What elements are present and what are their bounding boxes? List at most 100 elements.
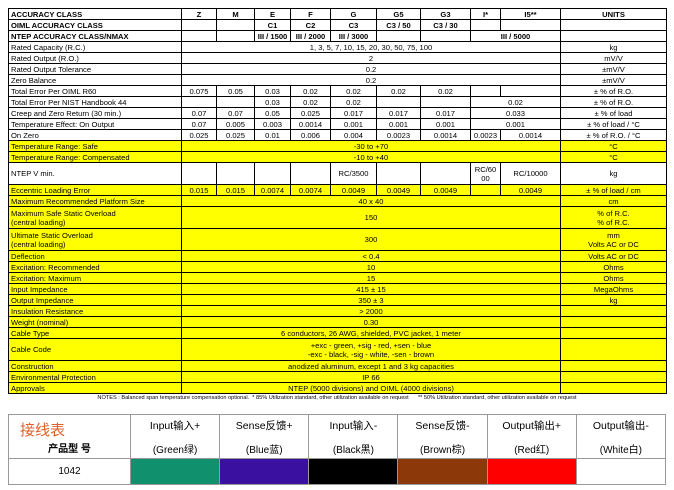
value-cell: 0.005 [216,118,255,130]
row-label: Output Impedance [8,294,182,306]
empty-cell [181,30,217,42]
value-cell: anodized aluminum, except 1 and 3 kg cap… [181,360,561,372]
unit-cell [560,382,667,394]
spec-row: Cable Code +exc - green, +sig - red, +sen… [8,338,667,361]
unit-cell [560,19,667,31]
empty-cell [500,19,561,31]
wire-swatch [486,458,577,485]
unit-cell [560,316,667,328]
value-cell: 0.02 [376,85,421,97]
value-cell: C3 [330,19,377,31]
wire-swatch [308,458,399,485]
value-cell: 0.001 [330,118,377,130]
value-cell: 0.05 [254,107,291,119]
value-cell: 0.0049 [420,184,471,196]
value-cell: 0.30 [181,316,561,328]
spec-row: Total Error Per OIML R60 0.075 0.05 0.03 0.0… [8,85,667,97]
row-label: Weight (nominal) [8,316,182,328]
spec-row: Construction anodized aluminum, except 1 … [8,360,667,372]
spec-body: ACCURACY CLASS Z M E F G G5 G3 I* I5** UNITS OIML A… [8,8,667,394]
value-cell: 1, 3, 5, 7, 10, 15, 20, 30, 50, 75, 100 [181,41,561,53]
value-cell: G [330,8,377,20]
spec-row: Rated Output (R.O.) 2 mV/V [8,52,667,64]
spec-row: Temperature Range: Compensated -10 to +40… [8,151,667,163]
value-cell: RC/10000 [500,162,561,185]
unit-cell: Ohms [560,272,667,284]
empty-cell [181,96,217,108]
empty-cell [290,162,331,185]
row-label: On Zero [8,129,182,141]
row-label: Maximum Recommended Platform Size [8,195,182,207]
unit-cell: ±mV/V [560,63,667,75]
value-cell: 6 conductors, 26 AWG, shielded, PVC jack… [181,327,561,339]
spec-row: ACCURACY CLASS Z M E F G G5 G3 I* I5** UNITS [8,8,667,20]
spec-row: Weight (nominal) 0.30 [8,316,667,328]
value-cell: G3 [420,8,471,20]
unit-cell: kg [560,162,667,185]
value-cell: > 2000 [181,305,561,317]
empty-cell [254,162,291,185]
model-label: 产品型 号 [48,443,91,455]
spec-row: Zero Balance 0.2 ±mV/V [8,74,667,86]
row-label: Rated Output (R.O.) [8,52,182,64]
value-cell: 0.025 [216,129,255,141]
unit-cell: ± % of R.O. [560,85,667,97]
unit-cell [560,305,667,317]
wire-header: Input输入+ (Green绿) [129,414,221,459]
row-label: Maximum Safe Static Overload (central lo… [8,206,182,229]
value-cell: 300 [181,228,561,251]
value-cell: 0.0049 [500,184,561,196]
value-cell: 0.025 [290,107,331,119]
spec-row: Creep and Zero Return (30 min.) 0.07 0.07 0… [8,107,667,119]
unit-cell: Ohms [560,261,667,273]
empty-cell [470,19,501,31]
row-label: NTEP ACCURACY CLASS/NMAX [8,30,182,42]
unit-cell [560,371,667,383]
unit-cell: mV/V [560,52,667,64]
unit-cell: ± % of load [560,107,667,119]
row-label: Input Impedance [8,283,182,295]
value-cell: 0.0049 [330,184,377,196]
value-cell: NTEP (5000 divisions) and OIML (4000 div… [181,382,561,394]
spec-row: Environmental Protection IP 66 [8,371,667,383]
value-cell: 0.02 [290,96,331,108]
wire-swatch [397,458,488,485]
row-label: Rated Output Tolerance [8,63,182,75]
wiring-body: 接线表 产品型 号 Input输入+ (Green绿) Sense反馈+ (Blue蓝) I… [8,414,667,485]
row-label: Cable Type [8,327,182,339]
value-cell: 0.0014 [500,129,561,141]
spec-row: Eccentric Loading Error 0.015 0.015 0.0074 0… [8,184,667,196]
empty-cell [376,96,421,108]
notes: NOTES : Balanced span temperature compen… [97,395,577,401]
unit-cell: ± % of R.O. / °C [560,129,667,141]
wire-swatch [575,458,667,485]
unit-cell: mm Volts AC or DC [560,228,667,251]
wire-color-name: (Blue蓝) [245,444,283,456]
row-label: Deflection [8,250,182,262]
value-cell: 0.01 [254,129,291,141]
wire-color-name: (White白) [599,444,642,456]
value-cell: 0.015 [216,184,255,196]
unit-cell: kg [560,294,667,306]
unit-cell: °C [560,140,667,152]
empty-cell [420,162,471,185]
wire-header: Input输入- (Black黑) [308,414,399,459]
value-cell: RC/3500 [330,162,377,185]
wire-color-name: (Brown棕) [420,444,466,456]
unit-cell: kg [560,41,667,53]
unit-cell [560,30,667,42]
row-label: Environmental Protection [8,371,182,383]
value-cell: 0.017 [420,107,471,119]
row-label: Construction [8,360,182,372]
spec-row: Maximum Safe Static Overload (central lo… [8,206,667,229]
spec-row: Excitation: Recommended 10 Ohms [8,261,667,273]
empty-cell [376,30,421,42]
value-cell: 0.033 [470,107,561,119]
empty-cell [420,30,471,42]
empty-cell [181,19,217,31]
wire-name: Output输出- [592,419,649,432]
value-cell: 0.03 [254,85,291,97]
row-label: Insulation Resistance [8,305,182,317]
spec-row: Temperature Effect: On Output 0.07 0.005 0.… [8,118,667,130]
